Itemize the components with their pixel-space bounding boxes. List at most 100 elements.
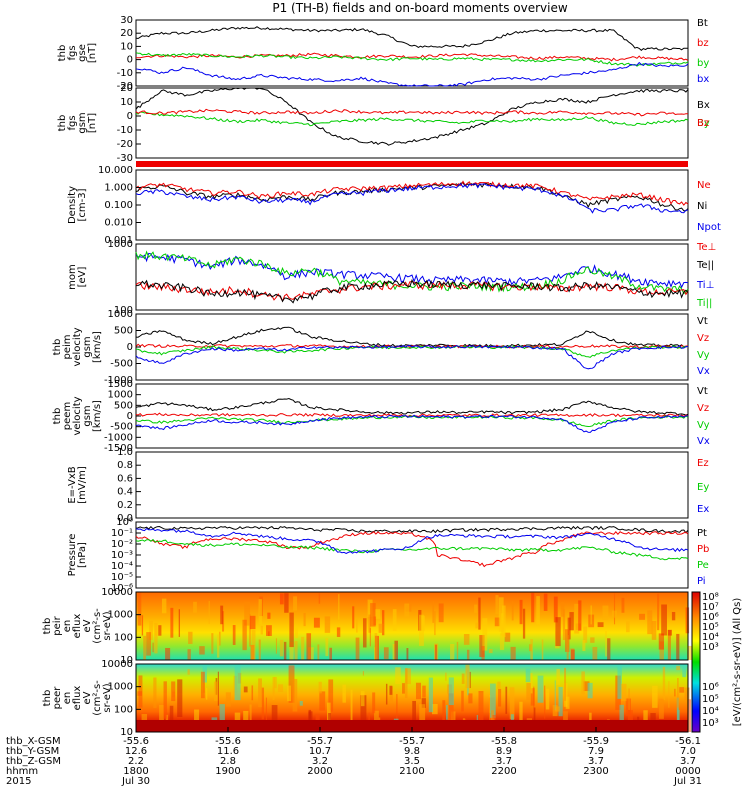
series-line-Bz (135, 108, 689, 117)
spectrogram-patch (313, 617, 320, 628)
x-axis-value: -55.7 (399, 736, 425, 747)
spectrogram-patch (244, 601, 251, 626)
spectrogram-patch (607, 638, 611, 660)
spectrogram-patch (674, 688, 676, 697)
series-line-bx (135, 61, 689, 87)
legend-Pb: Pb (697, 544, 709, 555)
spectrogram-patch (406, 648, 409, 660)
spectrogram-patch (567, 617, 571, 640)
y-axis-label: [nT] (87, 113, 98, 133)
spectrogram-patch (574, 603, 580, 634)
spectrogram-patch (479, 635, 485, 658)
spectrogram-patch (217, 634, 220, 658)
x-axis-value: 8.9 (496, 746, 512, 757)
y-axis-label: [nPa] (77, 542, 88, 568)
spectrogram-patch (676, 697, 679, 732)
chart-title: P1 (TH-B) fields and on-board moments ov… (272, 1, 568, 15)
x-axis-value: 3.7 (496, 756, 512, 767)
y-tick-label: 30 (120, 15, 133, 26)
series-line-Ti|| (135, 250, 689, 295)
legend-Ez: Ez (697, 458, 709, 469)
legend-Pi: Pi (697, 576, 706, 587)
spectrogram-patch (519, 599, 523, 625)
y-tick-label: 10 (120, 97, 133, 108)
spectrogram-patch (205, 688, 208, 700)
spectrogram-patch (272, 677, 275, 701)
spectrogram-patch (687, 699, 691, 732)
spectrogram-patch (287, 685, 292, 702)
legend-Ex: Ex (697, 504, 709, 515)
y-axis-label: eV (82, 619, 93, 632)
spectrogram-patch (625, 698, 631, 716)
spectrogram-patch (355, 637, 360, 660)
spectrogram-patch (445, 672, 447, 681)
panel-mom_temp: 1000 100 mom [eV] Te⊥ Te|| Ti⊥ Ti|| (67, 239, 716, 316)
spectrogram-patch (677, 677, 679, 708)
spectrogram-patch (202, 664, 207, 683)
spectrogram-patch (279, 639, 284, 657)
spectrogram-patch (208, 600, 210, 624)
y-tick-label: 10⁻⁶ (111, 583, 133, 594)
x-axis-value: 2.8 (220, 756, 236, 767)
x-axis-row-label: 2015 (6, 776, 31, 787)
series-line-Te|| (135, 278, 689, 304)
y-axis-label: (cm²-s- (92, 608, 103, 644)
legend-Npot: Npot (697, 222, 721, 233)
series-line-Bx (135, 87, 689, 146)
y-axis-label: [nT] (87, 43, 98, 63)
spectrogram-patch (522, 608, 526, 639)
spectrogram-patch (284, 593, 289, 613)
spectrogram-patch (234, 665, 241, 701)
series-line-Pt (135, 525, 689, 534)
spectrogram-patch (374, 647, 376, 660)
x-axis-value: -55.8 (491, 736, 517, 747)
spectrogram-patch (405, 668, 411, 685)
y-axis-label: sr-eV) (102, 683, 113, 712)
spectrogram-patch (367, 599, 373, 618)
spectrogram-patch (531, 593, 535, 623)
y-axis-label: thb (57, 45, 68, 62)
spectrogram-patch (294, 641, 298, 660)
spectrogram-patch (292, 678, 298, 712)
spectrogram-patch (356, 618, 358, 633)
spectrogram-patch (218, 631, 221, 646)
spectrogram-patch (250, 644, 255, 660)
y-tick-label: 0.2 (117, 500, 133, 511)
spectrogram-patch (301, 636, 305, 660)
spectrogram-patch (200, 671, 205, 699)
spectrogram-patch (570, 649, 575, 660)
spectrogram-patch (500, 613, 504, 636)
spectrogram-patch (211, 633, 214, 654)
spectrogram-patch (526, 683, 531, 701)
colorbar-tick-label: 10³ (702, 642, 719, 653)
series-line-Pb (135, 531, 689, 568)
y-tick-label: 10⁻⁴ (111, 561, 133, 572)
legend-Vz: Vz (697, 403, 709, 414)
y-tick-label: -1000 (104, 432, 133, 443)
y-tick-label: 10000 (101, 659, 133, 670)
legend-Ni: Ni (697, 201, 707, 212)
panel-fgs_gse: 30 20 10 0 -10 -20 thb fgs gse [nT] Bt bz by bx (57, 15, 709, 92)
panel-frame (135, 451, 689, 519)
y-axis-label: fgs (67, 115, 78, 130)
series-line-Vt (135, 397, 689, 416)
y-tick-label: 0 (127, 342, 133, 353)
spectrogram-patch (432, 600, 435, 623)
spectrogram-patch (628, 688, 630, 710)
colorbar-tick-label: 10⁵ (702, 622, 719, 633)
spectrogram-patch (360, 695, 367, 723)
y-tick-label: 0.010 (104, 218, 133, 229)
x-axis-value: 11.6 (217, 746, 239, 757)
x-axis-value: 12.6 (125, 746, 147, 757)
x-axis-value: 2200 (491, 766, 516, 777)
y-axis-label: velocity (72, 396, 83, 435)
y-tick-label: 10.000 (98, 165, 133, 176)
spectrogram-patch (619, 704, 624, 721)
series-line-Vz (135, 343, 689, 349)
y-tick-label: -500 (110, 359, 133, 370)
spectrogram-patch (194, 709, 200, 723)
spectrogram-patch (141, 615, 144, 636)
spectrogram-patch (249, 704, 252, 732)
series-line-Pi (135, 527, 689, 554)
